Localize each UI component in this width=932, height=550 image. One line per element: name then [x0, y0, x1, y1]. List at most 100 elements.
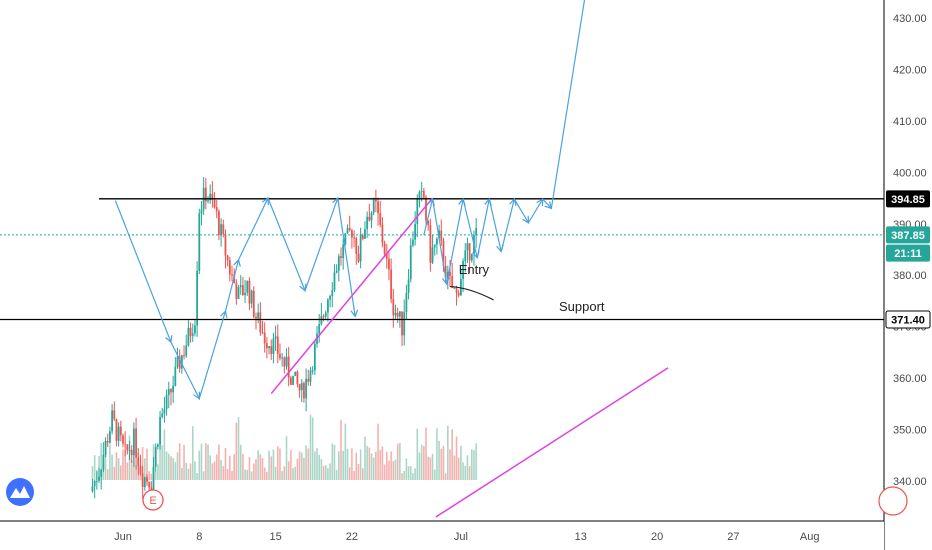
volume-bar [375, 451, 377, 480]
volume-bar [420, 444, 423, 480]
volume-bar [423, 446, 425, 480]
candle-body [337, 256, 340, 271]
candle-body [353, 237, 355, 239]
candle-body [109, 431, 111, 443]
candle-body [91, 486, 94, 492]
volume-bar [93, 455, 96, 480]
price-tick-label: 430.00 [893, 13, 927, 25]
volume-bar [126, 462, 129, 480]
candle-body [263, 332, 266, 344]
candle-body [305, 378, 308, 399]
volume-bar [237, 417, 240, 480]
tradingview-logo-icon[interactable] [6, 478, 34, 506]
candle-body [122, 435, 124, 444]
candle-body [346, 228, 349, 234]
volume-bar [178, 443, 181, 480]
time-tick-label: Jul [454, 531, 468, 543]
price-tag-support[interactable]: 371.40 [885, 310, 931, 329]
volume-bar [263, 467, 266, 480]
candle-body [167, 389, 170, 395]
candle-body [283, 357, 286, 367]
volume-bar [170, 456, 172, 480]
candle-body [453, 287, 456, 289]
candle-body [388, 258, 390, 270]
volume-bar [357, 464, 360, 480]
price-tag-resistance[interactable]: 394.85 [886, 190, 930, 208]
candle-body [405, 292, 408, 313]
price-tag-countdown[interactable]: 21:11 [886, 244, 930, 262]
candle-body [374, 199, 377, 202]
price-tag-last[interactable]: 387.85 [886, 226, 930, 244]
candle-body [429, 225, 432, 263]
volume-bar [191, 426, 194, 480]
projection-path-arrowhead [544, 201, 553, 210]
time-tick-label: Jun [114, 531, 132, 543]
candle-body [135, 428, 137, 458]
volume-bar [436, 428, 438, 480]
candle-body [130, 450, 133, 456]
candle-body [235, 283, 238, 299]
earnings-event-marker[interactable]: E [142, 489, 164, 511]
volume-bar [457, 457, 460, 480]
volume-bar [220, 459, 222, 480]
volume-bar [250, 471, 253, 480]
volume-bar [224, 447, 227, 480]
candle-body [331, 290, 334, 296]
candle-body [95, 480, 98, 482]
volume-bar [412, 473, 414, 480]
price-tick-label: 350.00 [893, 425, 927, 437]
candle-body [436, 238, 438, 245]
candle-body [246, 280, 249, 293]
volume-bar [235, 422, 238, 480]
candle-body [451, 276, 454, 288]
candle-body [117, 426, 120, 441]
candle-body [163, 409, 166, 414]
candle-body [231, 274, 233, 276]
candle-body [244, 292, 246, 296]
projection-path[interactable] [423, 0, 588, 285]
volume-bar [442, 445, 445, 480]
entry-label[interactable]: Entry [459, 262, 490, 277]
volume-bar [122, 449, 124, 480]
time-axis[interactable] [0, 521, 884, 550]
scroll-right-icon[interactable] [878, 486, 908, 516]
lower-channel-trendline[interactable] [435, 367, 669, 518]
candle-body [209, 193, 212, 201]
volume-bar [414, 468, 416, 480]
volume-bar [309, 414, 312, 480]
candle-body [318, 324, 321, 334]
volume-bar [139, 472, 142, 480]
candle-body [165, 394, 168, 410]
candle-body [255, 316, 257, 319]
candle-body [111, 410, 113, 432]
volume-bar [150, 473, 153, 480]
volume-bar [231, 471, 233, 480]
volume-bar [370, 453, 373, 480]
volume-bar [165, 451, 168, 480]
volume-bar [174, 462, 177, 480]
projection-path-arrowhead [458, 197, 466, 206]
candle-body [93, 480, 96, 487]
volume-bar [115, 452, 118, 480]
volume-bar [253, 463, 255, 480]
volume-bar [294, 466, 297, 480]
volume-bar [351, 448, 353, 480]
volume-bar [464, 465, 467, 480]
volume-bar [141, 447, 144, 480]
candle-body [457, 292, 460, 296]
volume-bar [473, 450, 475, 480]
volume-bar [274, 466, 277, 480]
volume-bar [213, 461, 216, 480]
volume-bar [322, 465, 325, 480]
volume-bar [157, 464, 159, 480]
candle-body [440, 230, 443, 241]
support-label-label[interactable]: Support [559, 299, 605, 314]
price-axis[interactable] [884, 0, 932, 550]
candle-body [133, 428, 135, 456]
candle-body [265, 343, 268, 349]
volume-bar [161, 445, 164, 480]
candle-body [128, 450, 131, 452]
volume-bar [187, 468, 190, 480]
candle-body [385, 254, 388, 259]
